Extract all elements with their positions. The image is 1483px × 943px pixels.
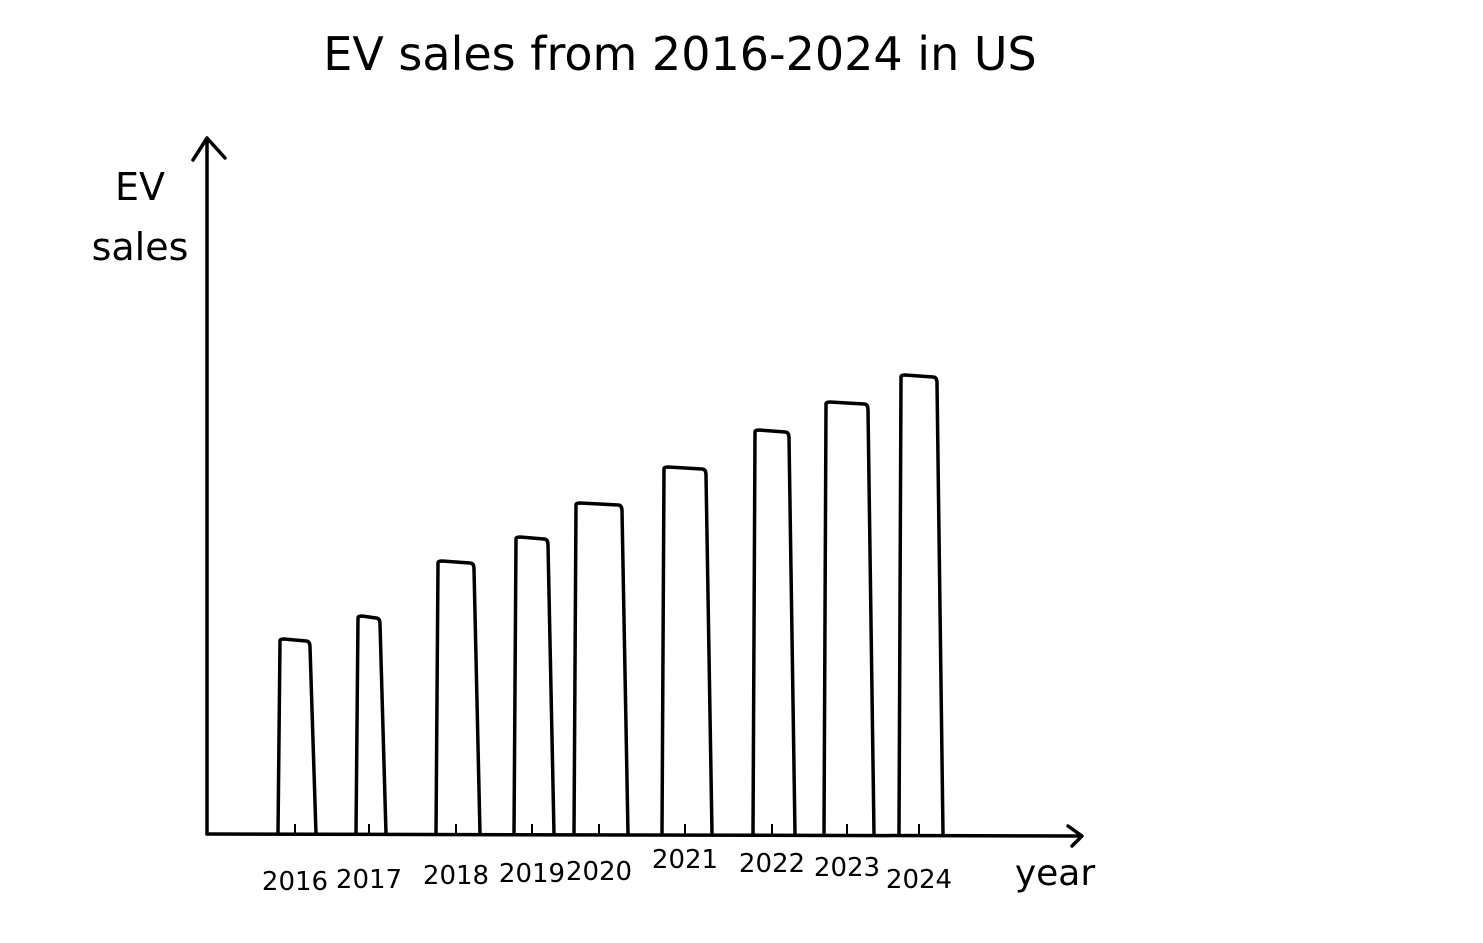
- bar-2017: [354, 614, 388, 836]
- y-axis-label-line: sales: [92, 225, 189, 269]
- bars-group: [276, 373, 945, 836]
- x-tick-label: 2022: [739, 849, 805, 879]
- x-tick-label: 2017: [336, 865, 402, 895]
- bar-2020: [572, 501, 630, 836]
- bar-2019: [512, 535, 556, 836]
- x-tick-label: 2016: [262, 867, 328, 897]
- x-tick-label: 2024: [886, 865, 952, 895]
- x-tick-label: 2018: [423, 861, 489, 891]
- chart-title: EV sales from 2016-2024 in US: [323, 27, 1036, 81]
- y-axis: [191, 136, 227, 836]
- y-axis-label: EV sales: [92, 165, 189, 269]
- bar-2024: [897, 373, 945, 836]
- x-tick-label: 2021: [652, 845, 718, 875]
- x-axis: [205, 824, 1084, 848]
- bar-2021: [660, 465, 714, 836]
- bar-2022: [751, 428, 797, 836]
- y-axis-label-line: EV: [115, 165, 165, 209]
- tick-labels-group: 2016 2017 2018 2019 2020 2021 2022 2023 2024: [262, 845, 952, 897]
- x-tick-label: 2019: [499, 859, 565, 889]
- x-tick-label: 2023: [814, 853, 880, 883]
- tick-marks-group: [294, 824, 920, 834]
- x-tick-label: 2020: [566, 857, 632, 887]
- bar-2018: [434, 559, 482, 836]
- bar-2016: [276, 637, 318, 836]
- bar-2023: [822, 400, 876, 836]
- x-axis-label: year: [1015, 853, 1096, 894]
